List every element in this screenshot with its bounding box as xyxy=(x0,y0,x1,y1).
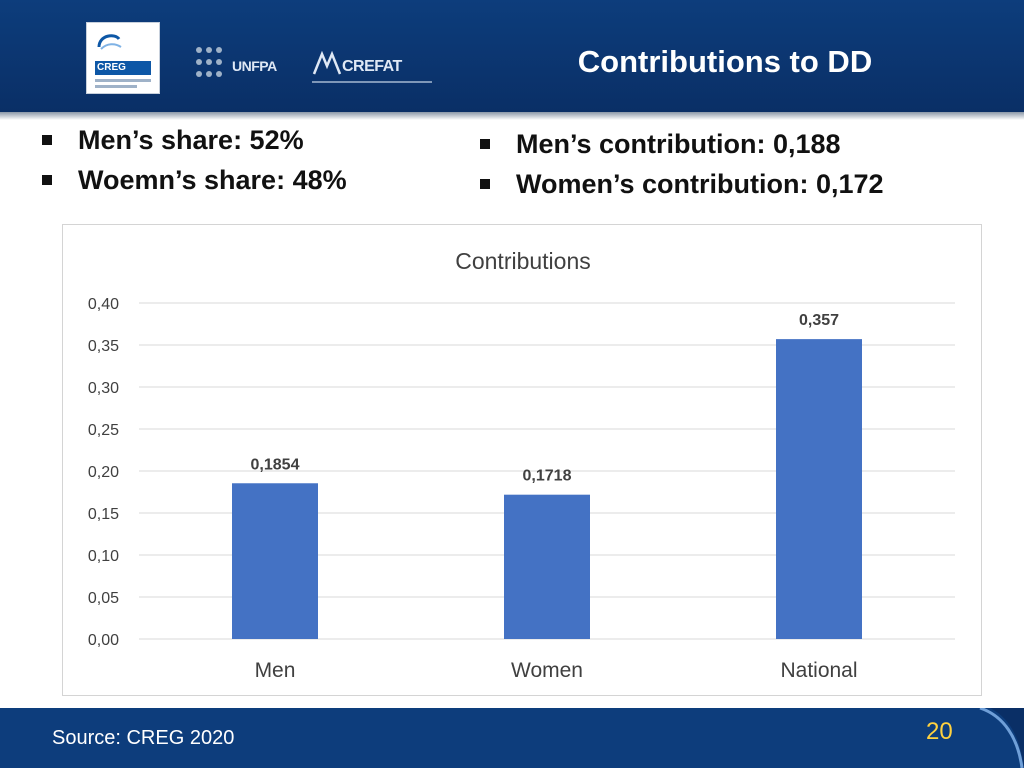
y-tick-label: 0,30 xyxy=(88,380,119,397)
bullet-square-icon xyxy=(480,139,490,149)
footer-bar xyxy=(0,708,1024,768)
unfpa-logo-label: UNFPA xyxy=(232,58,277,74)
source-note: Source: CREG 2020 xyxy=(52,727,235,749)
header-bar: CREG UNFPA CREFAT Contributions to DD xyxy=(0,0,1024,112)
footer-swoosh xyxy=(920,708,1024,768)
creg-swirl-icon xyxy=(97,34,122,50)
y-tick-label: 0,35 xyxy=(88,338,119,355)
y-tick-label: 0,05 xyxy=(88,590,119,607)
unfpa-logo: UNFPA xyxy=(194,44,284,84)
y-tick-label: 0,20 xyxy=(88,464,119,481)
list-item: Men’s share: 52% xyxy=(40,120,347,160)
data-label: 0,357 xyxy=(799,312,839,329)
data-label: 0,1854 xyxy=(251,456,300,473)
creg-logo-label: CREG xyxy=(95,61,151,75)
x-category-label: Men xyxy=(255,659,296,682)
x-category-label: Women xyxy=(511,659,583,682)
crefat-logo: CREFAT xyxy=(312,44,438,88)
y-tick-label: 0,40 xyxy=(88,296,119,313)
right-bullet-list: Men’s contribution: 0,188 Women’s contri… xyxy=(478,124,884,204)
unfpa-dots-icon xyxy=(196,47,222,77)
chart-container: Contributions 0,00 0,05 0,10 0,15 0,20 0,25 0,… xyxy=(62,224,982,696)
bar-chart: Contributions 0,00 0,05 0,10 0,15 0,20 0,25 0,… xyxy=(88,248,955,682)
list-item: Women’s contribution: 0,172 xyxy=(478,164,884,204)
y-tick-label: 0,25 xyxy=(88,422,119,439)
header-shadow xyxy=(0,112,1024,120)
data-label: 0,1718 xyxy=(523,468,572,485)
bullet-square-icon xyxy=(480,179,490,189)
slide-title: Contributions to DD xyxy=(577,44,873,79)
y-tick-label: 0,00 xyxy=(88,632,119,649)
bar-men xyxy=(232,483,318,639)
bullet-square-icon xyxy=(42,175,52,185)
crefat-emblem-icon xyxy=(312,50,342,75)
x-category-label: National xyxy=(780,659,857,682)
y-tick-label: 0,15 xyxy=(88,506,119,523)
bar-national xyxy=(776,339,862,639)
chart-title: Contributions xyxy=(455,248,591,274)
list-item: Woemn’s share: 48% xyxy=(40,160,347,200)
list-item: Men’s contribution: 0,188 xyxy=(478,124,884,164)
bar-women xyxy=(504,494,590,639)
left-bullet-list: Men’s share: 52% Woemn’s share: 48% xyxy=(40,120,347,200)
creg-logo: CREG xyxy=(86,22,160,94)
crefat-logo-label: CREFAT xyxy=(342,58,402,75)
bullet-square-icon xyxy=(42,135,52,145)
page-number: 20 xyxy=(926,718,953,745)
y-tick-label: 0,10 xyxy=(88,548,119,565)
